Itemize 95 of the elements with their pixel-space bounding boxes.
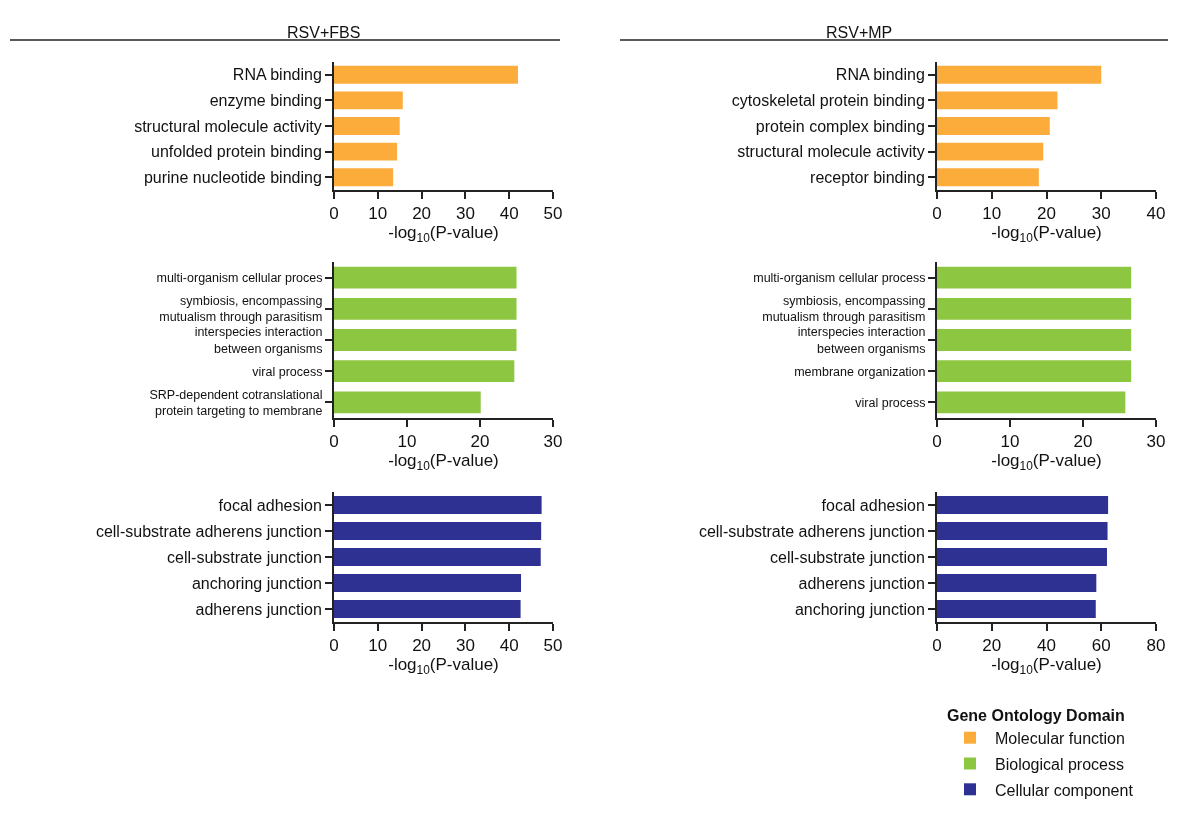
bar [334, 547, 541, 567]
bar [937, 168, 1039, 187]
x-tick-label: 20 [470, 432, 490, 452]
y-tick-label: viral process [252, 364, 323, 379]
bar [937, 547, 1107, 567]
bar [937, 521, 1108, 541]
bar [334, 495, 542, 515]
x-tick-label: 10 [368, 636, 388, 656]
y-tick-label: anchoring junction [191, 574, 322, 592]
y-tick-label: interspecies interaction between organisms [797, 325, 926, 356]
legend-label: Biological process [995, 755, 1124, 773]
y-tick-label: multi-organism cellular proces [156, 270, 323, 285]
y-tick-label: receptor binding [810, 168, 925, 186]
x-tick-label: 0 [329, 204, 339, 224]
bar [937, 495, 1109, 515]
x-tick-label: 0 [932, 204, 942, 224]
x-tick-label: 50 [543, 204, 563, 224]
bar [334, 360, 515, 383]
x-tick-label: 10 [368, 204, 388, 224]
x-tick-label: 60 [1091, 636, 1111, 656]
x-axis-title: -log$_{10}$(P-value) [991, 451, 1102, 473]
y-tick-label: structural molecule activity [737, 143, 925, 161]
bar [937, 117, 1050, 135]
y-tick-label: cell-substrate junction [770, 548, 925, 566]
x-tick-label: 10 [982, 204, 1002, 224]
legend-title: Gene Ontology Domain [947, 706, 1125, 724]
y-tick-label: adherens junction [798, 574, 925, 592]
bar [334, 391, 481, 414]
y-tick-label: RNA binding [232, 66, 322, 84]
x-axis-title: -log$_{10}$(P-value) [388, 655, 499, 677]
x-tick-label: 40 [1037, 636, 1056, 656]
x-axis-title: -log$_{10}$(P-value) [991, 223, 1102, 245]
y-tick-label: focal adhesion [218, 496, 322, 514]
bar [937, 599, 1096, 619]
x-tick-label: 30 [1146, 432, 1166, 452]
bar [334, 329, 517, 351]
y-tick-label: cytoskeletal protein binding [731, 92, 925, 109]
x-tick-label: 50 [543, 636, 563, 656]
x-axis-title: -log$_{10}$(P-value) [991, 655, 1102, 677]
y-tick-label: cell-substrate adherens junction [698, 522, 925, 540]
x-tick-label: 40 [1146, 204, 1166, 224]
x-tick-label: 20 [412, 204, 432, 224]
x-tick-label: 0 [932, 636, 942, 656]
x-tick-label: 80 [1146, 636, 1166, 656]
legend-label: Molecular function [995, 729, 1125, 747]
x-tick-label: 20 [1073, 432, 1093, 452]
x-axis-title: -log$_{10}$(P-value) [388, 223, 499, 245]
bar [334, 168, 394, 187]
y-tick-label: enzyme binding [209, 92, 322, 109]
y-tick-label: membrane organization [794, 364, 926, 379]
y-tick-label: viral process [855, 395, 926, 410]
chart-title: RSV+FBS [287, 24, 361, 41]
y-tick-label: structural molecule activity [134, 117, 322, 135]
x-tick-label: 40 [499, 204, 519, 224]
bar [334, 142, 398, 161]
bar [334, 573, 522, 593]
y-tick-label: SRP-dependent cotranslational protein targeting to membrane [149, 387, 323, 418]
x-tick-label: 10 [1000, 432, 1020, 452]
bar [334, 521, 542, 541]
x-axis-title: -log$_{10}$(P-value) [388, 451, 499, 473]
x-tick-label: 40 [499, 636, 519, 656]
bar [334, 297, 517, 320]
x-tick-label: 30 [455, 204, 475, 224]
y-tick-label: interspecies interaction between organisms [194, 325, 323, 356]
x-tick-label: 30 [455, 636, 475, 656]
y-tick-label: unfolded protein binding [150, 143, 322, 161]
x-tick-label: 0 [932, 432, 942, 452]
x-tick-label: 0 [329, 432, 339, 452]
bar [937, 573, 1097, 593]
bar [334, 599, 521, 619]
y-tick-label: RNA binding [835, 66, 925, 84]
legend-label: Cellular component [995, 781, 1134, 799]
y-tick-label: cell-substrate junction [167, 548, 322, 566]
y-tick-label: multi-organism cellular process [753, 270, 926, 285]
chart-title: RSV+MP [826, 24, 893, 41]
x-tick-label: 10 [397, 432, 417, 452]
x-tick-label: 30 [543, 432, 563, 452]
y-tick-label: anchoring junction [794, 600, 925, 618]
y-tick-label: cell-substrate adherens junction [95, 522, 322, 540]
y-tick-label: adherens junction [195, 600, 322, 618]
bar [334, 266, 517, 289]
bar [334, 117, 400, 135]
x-tick-label: 20 [1037, 204, 1056, 224]
x-tick-label: 20 [982, 636, 1002, 656]
bar [937, 142, 1044, 161]
bar [937, 65, 1102, 84]
bar [334, 91, 403, 110]
x-tick-label: 30 [1091, 204, 1111, 224]
y-tick-label: purine nucleotide binding [143, 168, 322, 186]
bar [937, 91, 1058, 110]
x-tick-label: 20 [412, 636, 432, 656]
bar [334, 65, 518, 84]
x-tick-label: 0 [329, 636, 339, 656]
y-tick-label: protein complex binding [755, 117, 925, 135]
y-tick-label: focal adhesion [821, 496, 925, 514]
